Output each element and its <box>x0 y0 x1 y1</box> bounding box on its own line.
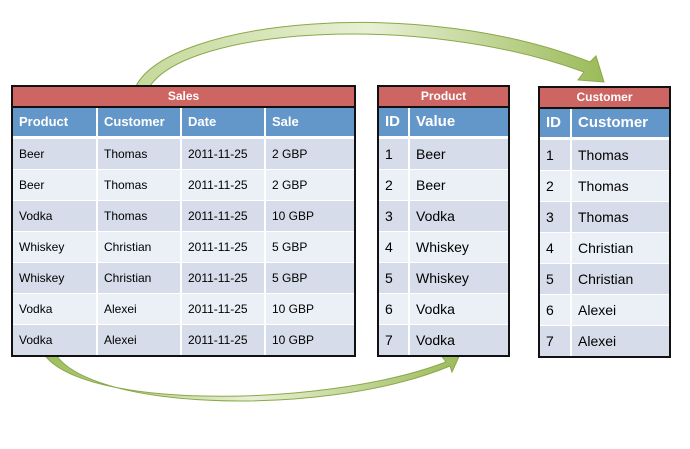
table-cell: 7 <box>540 326 572 356</box>
header-row: ID Value <box>379 108 508 138</box>
column-header: Product <box>13 108 98 136</box>
table-cell: 6 <box>540 295 572 325</box>
table-cell: Beer <box>13 139 98 169</box>
table-cell: Vodka <box>13 201 98 231</box>
sales-table-title: Sales <box>13 87 354 108</box>
table-cell: 2011-11-25 <box>182 325 266 355</box>
table-cell: 1 <box>379 139 410 169</box>
table-cell: Thomas <box>98 139 182 169</box>
table-row: 2 Thomas <box>540 170 669 201</box>
table-row: 5 Whiskey <box>379 262 508 293</box>
table-cell: 4 <box>379 232 410 262</box>
table-cell: 10 GBP <box>266 201 354 231</box>
table-row: Beer Thomas 2011-11-25 2 GBP <box>13 169 354 200</box>
table-cell: Vodka <box>13 325 98 355</box>
column-header: ID <box>540 109 572 137</box>
table-cell: 7 <box>379 325 410 355</box>
table-row: 2 Beer <box>379 169 508 200</box>
table-row: 6 Vodka <box>379 293 508 324</box>
table-cell: Vodka <box>410 325 508 355</box>
table-row: 1 Thomas <box>540 139 669 170</box>
table-cell: Whiskey <box>410 232 508 262</box>
table-cell: Christian <box>98 263 182 293</box>
table-row: Vodka Alexei 2011-11-25 10 GBP <box>13 324 354 355</box>
table-row: 1 Beer <box>379 138 508 169</box>
table-row: Vodka Thomas 2011-11-25 10 GBP <box>13 200 354 231</box>
table-cell: 10 GBP <box>266 294 354 324</box>
product-table-title: Product <box>379 87 508 108</box>
table-row: Whiskey Christian 2011-11-25 5 GBP <box>13 262 354 293</box>
table-cell: 1 <box>540 140 572 170</box>
table-cell: 2011-11-25 <box>182 263 266 293</box>
column-header: Value <box>410 108 508 136</box>
table-cell: 2 GBP <box>266 139 354 169</box>
table-row: 3 Thomas <box>540 201 669 232</box>
table-cell: Vodka <box>410 294 508 324</box>
table-cell: 2011-11-25 <box>182 201 266 231</box>
table-cell: Christian <box>98 232 182 262</box>
table-cell: 5 <box>379 263 410 293</box>
column-header: Customer <box>98 108 182 136</box>
table-row: 6 Alexei <box>540 294 669 325</box>
table-cell: 3 <box>540 202 572 232</box>
table-cell: 10 GBP <box>266 325 354 355</box>
table-cell: Thomas <box>572 140 669 170</box>
table-cell: 5 <box>540 264 572 294</box>
table-row: 4 Christian <box>540 232 669 263</box>
table-cell: 5 GBP <box>266 263 354 293</box>
column-header: Date <box>182 108 266 136</box>
table-cell: Beer <box>410 170 508 200</box>
table-cell: Christian <box>572 233 669 263</box>
table-row: 3 Vodka <box>379 200 508 231</box>
table-row: Vodka Alexei 2011-11-25 10 GBP <box>13 293 354 324</box>
table-cell: Whiskey <box>13 232 98 262</box>
table-cell: Whiskey <box>13 263 98 293</box>
table-row: 5 Christian <box>540 263 669 294</box>
column-header: Customer <box>572 109 669 137</box>
sales-table: Sales Product Customer Date Sale Beer Thomas 20… <box>11 85 356 357</box>
top-arrow <box>135 22 605 87</box>
table-cell: 5 GBP <box>266 232 354 262</box>
table-cell: Thomas <box>572 202 669 232</box>
column-header: Sale <box>266 108 354 136</box>
table-cell: Alexei <box>98 294 182 324</box>
table-cell: 2011-11-25 <box>182 294 266 324</box>
customer-table-title: Customer <box>540 88 669 109</box>
table-cell: Christian <box>572 264 669 294</box>
table-cell: Alexei <box>572 326 669 356</box>
table-cell: 2 GBP <box>266 170 354 200</box>
product-table: Product ID Value 1 Beer 2 Beer 3 Vodka 4 Whiskey 5 W… <box>377 85 510 357</box>
table-cell: Beer <box>13 170 98 200</box>
table-cell: 6 <box>379 294 410 324</box>
table-cell: 2 <box>540 171 572 201</box>
bottom-arrow <box>39 345 463 402</box>
header-row: Product Customer Date Sale <box>13 108 354 138</box>
table-cell: 2011-11-25 <box>182 170 266 200</box>
table-row: Beer Thomas 2011-11-25 2 GBP <box>13 138 354 169</box>
table-cell: Vodka <box>410 201 508 231</box>
table-cell: 4 <box>540 233 572 263</box>
table-cell: Beer <box>410 139 508 169</box>
table-cell: Vodka <box>13 294 98 324</box>
table-row: Whiskey Christian 2011-11-25 5 GBP <box>13 231 354 262</box>
column-header: ID <box>379 108 410 136</box>
table-cell: Thomas <box>98 170 182 200</box>
table-row: 7 Alexei <box>540 325 669 356</box>
table-cell: Thomas <box>98 201 182 231</box>
customer-table: Customer ID Customer 1 Thomas 2 Thomas 3 Thomas 4… <box>538 86 671 358</box>
table-cell: Alexei <box>572 295 669 325</box>
table-row: 7 Vodka <box>379 324 508 355</box>
table-row: 4 Whiskey <box>379 231 508 262</box>
table-cell: Whiskey <box>410 263 508 293</box>
table-cell: Thomas <box>572 171 669 201</box>
header-row: ID Customer <box>540 109 669 139</box>
table-cell: 2 <box>379 170 410 200</box>
table-cell: 2011-11-25 <box>182 232 266 262</box>
table-cell: 2011-11-25 <box>182 139 266 169</box>
table-cell: Alexei <box>98 325 182 355</box>
table-cell: 3 <box>379 201 410 231</box>
